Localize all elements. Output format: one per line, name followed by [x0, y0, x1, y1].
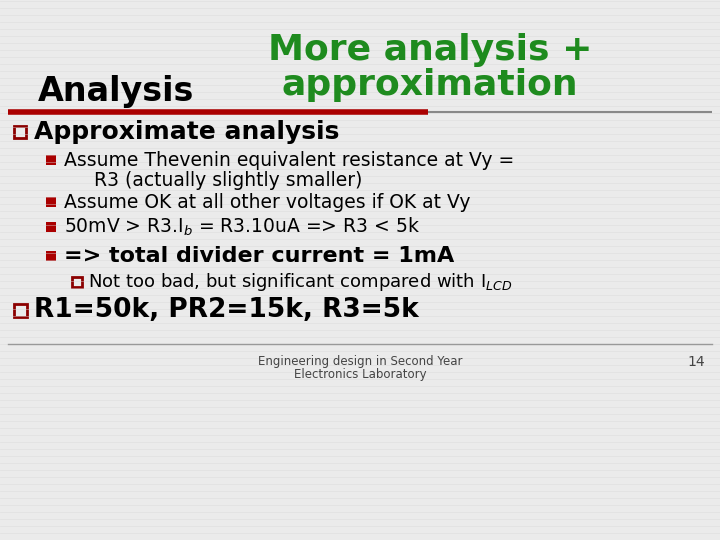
Text: R1=50k, PR2=15k, R3=5k: R1=50k, PR2=15k, R3=5k: [34, 297, 419, 323]
Text: approximation: approximation: [282, 68, 578, 102]
Text: Electronics Laboratory: Electronics Laboratory: [294, 368, 426, 381]
Text: Engineering design in Second Year: Engineering design in Second Year: [258, 355, 462, 368]
Bar: [14, 126, 26, 138]
Bar: [46, 155, 56, 165]
Text: Assume OK at all other voltages if OK at Vy: Assume OK at all other voltages if OK at…: [64, 192, 470, 212]
Bar: [46, 222, 56, 232]
Bar: [72, 277, 82, 287]
Bar: [46, 251, 56, 261]
Text: Not too bad, but significant compared with I$_{LCD}$: Not too bad, but significant compared wi…: [88, 271, 513, 293]
Text: Assume Thevenin equivalent resistance at Vy =: Assume Thevenin equivalent resistance at…: [64, 151, 514, 170]
Text: 50mV > R3.I$_b$ = R3.10uA => R3 < 5k: 50mV > R3.I$_b$ = R3.10uA => R3 < 5k: [64, 216, 420, 238]
Text: => total divider current = 1mA: => total divider current = 1mA: [64, 246, 454, 266]
Text: R3 (actually slightly smaller): R3 (actually slightly smaller): [70, 171, 362, 190]
Bar: [46, 197, 56, 207]
Text: 14: 14: [688, 355, 705, 369]
Text: More analysis +: More analysis +: [268, 33, 593, 67]
Bar: [14, 303, 27, 316]
Text: Analysis: Analysis: [38, 76, 194, 109]
Text: Approximate analysis: Approximate analysis: [34, 120, 339, 144]
